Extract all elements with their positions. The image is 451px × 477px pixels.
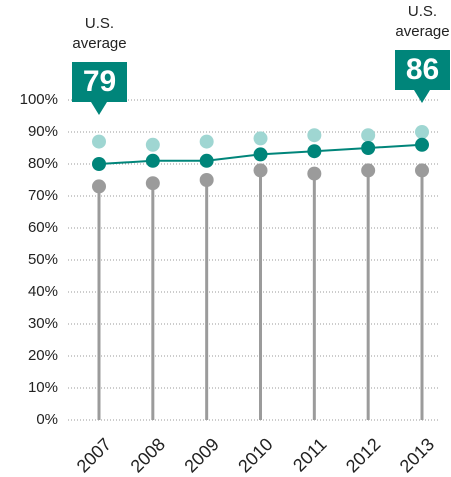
y-tick-label: 90% <box>28 123 58 140</box>
annotation-box <box>72 62 127 102</box>
point <box>145 176 160 191</box>
y-tick-label: 100% <box>20 91 58 108</box>
point <box>253 147 268 162</box>
annotation-box <box>395 50 450 90</box>
annotation-label: U.S. <box>408 3 437 20</box>
point <box>361 163 376 178</box>
point <box>199 173 214 187</box>
point <box>415 137 429 152</box>
point <box>145 137 160 152</box>
y-tick-label: 80% <box>28 155 58 172</box>
point <box>415 125 429 139</box>
x-tick-label: 2009 <box>180 434 222 476</box>
y-tick-label: 40% <box>28 283 58 300</box>
annotation-value: 79 <box>83 65 116 98</box>
point <box>307 144 322 159</box>
point <box>307 128 322 143</box>
y-tick-label: 0% <box>36 411 58 428</box>
point <box>307 166 322 181</box>
point <box>92 157 106 171</box>
y-tick-label: 60% <box>28 219 58 236</box>
x-tick-label: 2013 <box>396 434 438 476</box>
x-tick-label: 2011 <box>289 434 331 476</box>
point <box>415 163 429 178</box>
annotation-label: average <box>395 23 449 40</box>
x-tick-label: 2012 <box>342 434 384 476</box>
point <box>92 179 106 194</box>
point <box>199 134 214 149</box>
annotation-label: U.S. <box>85 15 114 32</box>
y-tick-label: 50% <box>28 251 58 268</box>
point <box>361 141 376 155</box>
annotation-label: average <box>72 35 126 52</box>
annotation-pointer <box>91 102 107 115</box>
point <box>361 128 376 143</box>
y-tick-label: 20% <box>28 347 58 364</box>
x-tick-label: 2010 <box>234 434 276 476</box>
y-tick-label: 70% <box>28 187 58 204</box>
x-tick-label: 2007 <box>73 434 115 476</box>
y-tick-label: 30% <box>28 315 58 332</box>
point <box>92 134 106 149</box>
y-tick-label: 10% <box>28 379 58 396</box>
x-tick-label: 2008 <box>127 434 169 476</box>
point <box>145 153 160 168</box>
annotation-value: 86 <box>406 53 439 86</box>
annotation-pointer <box>414 90 430 103</box>
point <box>199 153 214 168</box>
point <box>253 131 268 146</box>
point <box>253 163 268 178</box>
